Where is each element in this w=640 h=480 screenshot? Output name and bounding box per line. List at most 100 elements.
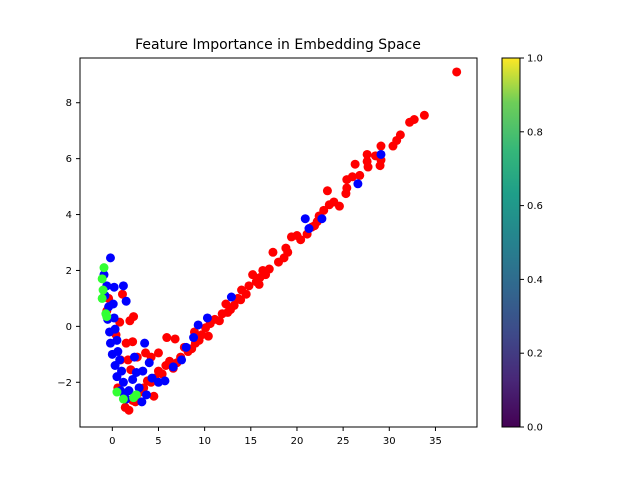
scatter-point <box>362 149 372 159</box>
scatter-point <box>153 377 163 387</box>
scatter-point <box>105 338 115 348</box>
scatter-point <box>324 200 334 210</box>
scatter-point <box>120 402 130 412</box>
scatter-point <box>202 313 212 323</box>
colorbar-tick-label: 0.0 <box>527 423 543 434</box>
scatter-point <box>125 316 135 326</box>
scatter-point <box>334 201 344 211</box>
scatter-point <box>375 161 385 171</box>
scatter-point <box>221 299 231 309</box>
scatter-point <box>286 232 296 242</box>
scatter-point <box>99 263 109 273</box>
scatter-point <box>110 361 120 370</box>
scatter-point <box>97 293 107 303</box>
scatter-point <box>97 274 107 284</box>
scatter-point <box>131 390 141 400</box>
scatter-point <box>153 366 163 376</box>
scatter-point <box>168 362 178 372</box>
x-tick-label: 35 <box>429 436 442 447</box>
scatter-point <box>223 307 233 317</box>
scatter-point <box>363 162 373 172</box>
scatter-point <box>137 397 147 407</box>
scatter-point <box>105 253 115 263</box>
scatter-point <box>203 331 213 341</box>
x-tick-label: 25 <box>337 436 350 447</box>
scatter-point <box>281 243 291 253</box>
scatter-point <box>341 189 351 199</box>
scatter-point <box>350 159 360 169</box>
scatter-point <box>141 348 151 358</box>
scatter-point <box>274 257 283 267</box>
colorbar-tick-label: 0.8 <box>527 127 543 138</box>
scatter-point <box>98 285 108 295</box>
scatter-point <box>144 358 154 368</box>
scatter-point <box>248 270 258 280</box>
scatter-point <box>244 281 254 291</box>
scatter-point <box>355 170 365 180</box>
scatter-point <box>405 117 415 127</box>
scatter-point <box>258 265 268 275</box>
colorbar-tick-label: 1.0 <box>527 54 543 65</box>
scatter-point <box>342 175 352 185</box>
scatter-point <box>254 279 264 289</box>
scatter-point <box>117 289 127 299</box>
scatter-point <box>193 320 203 330</box>
scatter-point <box>102 312 112 322</box>
scatter-point <box>300 214 310 224</box>
scatter-point <box>129 352 139 362</box>
scatter-point <box>112 387 122 397</box>
x-tick-label: 30 <box>383 436 396 447</box>
y-tick-label: 4 <box>66 210 72 221</box>
scatter-point <box>104 302 114 312</box>
colorbar-ticks: 0.0 0.2 0.4 0.6 0.8 1.0 <box>520 54 543 434</box>
x-tick-label: 20 <box>291 436 304 447</box>
scatter-point <box>376 149 386 159</box>
colorbar-tick-label: 0.4 <box>527 275 543 286</box>
y-tick-label: 0 <box>66 322 72 333</box>
scatter-point <box>118 394 128 404</box>
scatter-point <box>452 67 462 77</box>
plot-frame <box>79 57 478 428</box>
scatter-point <box>161 361 171 370</box>
x-axis-ticks: 0 5 10 15 20 25 30 35 <box>109 427 442 447</box>
y-tick-label: 8 <box>66 98 72 109</box>
scatter-point <box>170 334 180 344</box>
scatter-point <box>105 327 115 337</box>
scatter-point <box>236 295 246 305</box>
scatter-point <box>109 282 119 292</box>
scatter-point <box>201 323 211 333</box>
scatter-point <box>118 377 128 387</box>
y-tick-label: −2 <box>57 378 72 389</box>
scatter-point <box>141 390 151 400</box>
scatter-point <box>189 333 199 343</box>
scatter-point <box>118 281 128 291</box>
scatter-point <box>147 373 157 383</box>
scatter-point <box>226 292 236 302</box>
y-tick-label: 6 <box>66 154 72 165</box>
scatter-point <box>162 333 172 343</box>
scatter-point <box>419 110 429 120</box>
scatter-point <box>128 374 138 384</box>
scatter-point <box>134 383 144 393</box>
scatter-point <box>138 366 148 376</box>
scatter-point <box>140 338 150 348</box>
scatter-point <box>237 285 247 295</box>
scatter-point <box>388 141 398 151</box>
scatter-point <box>322 186 332 196</box>
scatter-points <box>97 67 462 415</box>
scatter-point <box>353 179 363 189</box>
scatter-point <box>121 338 131 348</box>
y-axis-ticks: −2 0 2 4 6 8 <box>57 98 80 389</box>
colorbar-tick-label: 0.6 <box>527 201 543 212</box>
x-tick-label: 15 <box>244 436 257 447</box>
scatter-point <box>107 349 117 359</box>
scatter-point <box>181 342 191 352</box>
scatter-point <box>149 391 159 401</box>
scatter-point <box>376 141 386 151</box>
scatter-point <box>153 348 163 358</box>
scatter-point <box>304 224 314 234</box>
colorbar <box>501 57 521 428</box>
scatter-point <box>177 355 187 365</box>
scatter-point <box>268 247 278 257</box>
